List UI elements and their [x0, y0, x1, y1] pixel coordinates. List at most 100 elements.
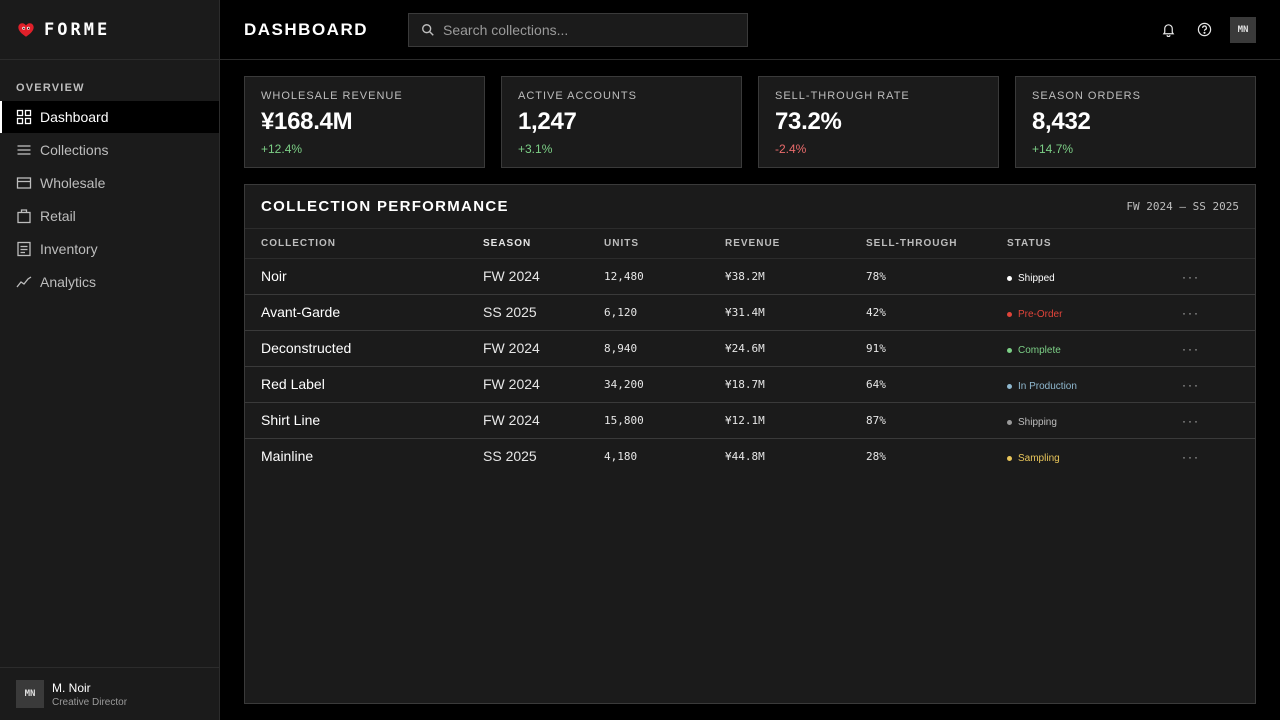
sidebar-item-collections[interactable]: Collections [0, 134, 219, 166]
more-options-button[interactable]: ··· [1182, 378, 1200, 392]
status-badge: Shipping [1007, 417, 1057, 428]
sidebar-item-label: Dashboard [40, 109, 109, 125]
column-header-status[interactable]: STATUS [1007, 229, 1182, 258]
card-icon [16, 175, 32, 191]
cell-sell-through: 87% [866, 402, 1007, 438]
cell-revenue: ¥24.6M [725, 330, 866, 366]
cell-revenue: ¥38.2M [725, 258, 866, 294]
search-input[interactable] [443, 22, 723, 38]
user-profile[interactable]: MN M. Noir Creative Director [0, 667, 219, 720]
help-icon[interactable] [1196, 22, 1212, 38]
cell-season: FW 2024 [483, 330, 604, 366]
cell-revenue: ¥44.8M [725, 438, 866, 474]
brand-name: FORME [44, 20, 110, 40]
cell-status: Shipping [1007, 402, 1182, 438]
sidebar-item-dashboard[interactable]: Dashboard [0, 101, 219, 133]
cell-units: 15,800 [604, 402, 725, 438]
cell-collection: Avant-Garde [245, 294, 483, 330]
column-header-season[interactable]: SEASON [483, 229, 604, 258]
stat-card-wholesale-revenue: WHOLESALE REVENUE ¥168.4M +12.4% [244, 76, 485, 168]
status-text: Pre-Order [1018, 309, 1062, 320]
sidebar-item-label: Collections [40, 142, 108, 158]
status-dot [1007, 420, 1012, 425]
sidebar: FORME OVERVIEW Dashboard Collections W [0, 0, 220, 720]
collection-performance-panel: COLLECTION PERFORMANCE FW 2024 — SS 2025… [244, 184, 1256, 704]
more-options-button[interactable]: ··· [1182, 270, 1200, 284]
status-badge: Complete [1007, 345, 1061, 356]
page-title: DASHBOARD [244, 20, 408, 40]
column-header-sell-through[interactable]: SELL-THROUGH [866, 229, 1007, 258]
column-header-actions [1182, 229, 1255, 258]
more-options-button[interactable]: ··· [1182, 342, 1200, 356]
cell-units: 8,940 [604, 330, 725, 366]
stat-delta: +3.1% [518, 142, 725, 156]
status-badge: Pre-Order [1007, 309, 1062, 320]
sidebar-item-label: Retail [40, 208, 76, 224]
stat-card-active-accounts: ACTIVE ACCOUNTS 1,247 +3.1% [501, 76, 742, 168]
status-dot [1007, 276, 1012, 281]
more-options-button[interactable]: ··· [1182, 450, 1200, 464]
brand[interactable]: FORME [0, 0, 219, 60]
more-options-button[interactable]: ··· [1182, 306, 1200, 320]
more-options-button[interactable]: ··· [1182, 414, 1200, 428]
table-row[interactable]: Deconstructed FW 2024 8,940 ¥24.6M 91% C… [245, 330, 1255, 366]
cell-collection: Mainline [245, 438, 483, 474]
table-row[interactable]: Noir FW 2024 12,480 ¥38.2M 78% Shipped [245, 258, 1255, 294]
panel-header: COLLECTION PERFORMANCE FW 2024 — SS 2025 [245, 185, 1255, 229]
column-header-revenue[interactable]: REVENUE [725, 229, 866, 258]
cell-collection: Red Label [245, 366, 483, 402]
main: DASHBOARD MN WHOLESALE REVENUE ¥168.4M [220, 0, 1280, 720]
table-row[interactable]: Avant-Garde SS 2025 6,120 ¥31.4M 42% Pre… [245, 294, 1255, 330]
stat-delta: +14.7% [1032, 142, 1239, 156]
stat-value: ¥168.4M [261, 108, 468, 136]
cell-season: SS 2025 [483, 438, 604, 474]
heart-logo-icon [17, 21, 35, 39]
stat-value: 73.2% [775, 108, 982, 136]
stat-value: 8,432 [1032, 108, 1239, 136]
topbar-actions: MN [1140, 17, 1256, 43]
avatar[interactable]: MN [1230, 17, 1256, 43]
cell-sell-through: 64% [866, 366, 1007, 402]
status-dot [1007, 312, 1012, 317]
sidebar-item-analytics[interactable]: Analytics [0, 266, 219, 298]
cell-season: FW 2024 [483, 366, 604, 402]
status-dot [1007, 384, 1012, 389]
cell-sell-through: 28% [866, 438, 1007, 474]
cell-sell-through: 91% [866, 330, 1007, 366]
cell-status: Pre-Order [1007, 294, 1182, 330]
cell-units: 4,180 [604, 438, 725, 474]
sidebar-item-label: Analytics [40, 274, 96, 290]
section-label-overview: OVERVIEW [0, 60, 219, 101]
column-header-collection[interactable]: COLLECTION [245, 229, 483, 258]
stat-delta: -2.4% [775, 142, 982, 156]
cell-units: 12,480 [604, 258, 725, 294]
table-row[interactable]: Shirt Line FW 2024 15,800 ¥12.1M 87% Shi… [245, 402, 1255, 438]
column-header-units[interactable]: UNITS [604, 229, 725, 258]
table-row[interactable]: Mainline SS 2025 4,180 ¥44.8M 28% Sampli… [245, 438, 1255, 474]
sidebar-item-retail[interactable]: Retail [0, 200, 219, 232]
topbar: DASHBOARD MN [220, 0, 1280, 60]
search-box[interactable] [408, 13, 748, 47]
panel-title: COLLECTION PERFORMANCE [261, 198, 509, 215]
stat-value: 1,247 [518, 108, 725, 136]
avatar: MN [16, 680, 44, 708]
status-badge: Sampling [1007, 453, 1060, 464]
table-row[interactable]: Red Label FW 2024 34,200 ¥18.7M 64% In P… [245, 366, 1255, 402]
status-text: Complete [1018, 345, 1061, 356]
cell-status: Sampling [1007, 438, 1182, 474]
stat-card-season-orders: SEASON ORDERS 8,432 +14.7% [1015, 76, 1256, 168]
cell-units: 6,120 [604, 294, 725, 330]
cell-status: Complete [1007, 330, 1182, 366]
sidebar-item-wholesale[interactable]: Wholesale [0, 167, 219, 199]
cell-season: FW 2024 [483, 402, 604, 438]
content: WHOLESALE REVENUE ¥168.4M +12.4% ACTIVE … [220, 60, 1280, 720]
cell-season: SS 2025 [483, 294, 604, 330]
status-text: Shipping [1018, 417, 1057, 428]
status-text: In Production [1018, 381, 1077, 392]
status-dot [1007, 456, 1012, 461]
user-role: Creative Director [52, 697, 127, 708]
cell-revenue: ¥18.7M [725, 366, 866, 402]
sidebar-item-inventory[interactable]: Inventory [0, 233, 219, 265]
bell-icon[interactable] [1160, 22, 1176, 38]
status-text: Shipped [1018, 273, 1055, 284]
